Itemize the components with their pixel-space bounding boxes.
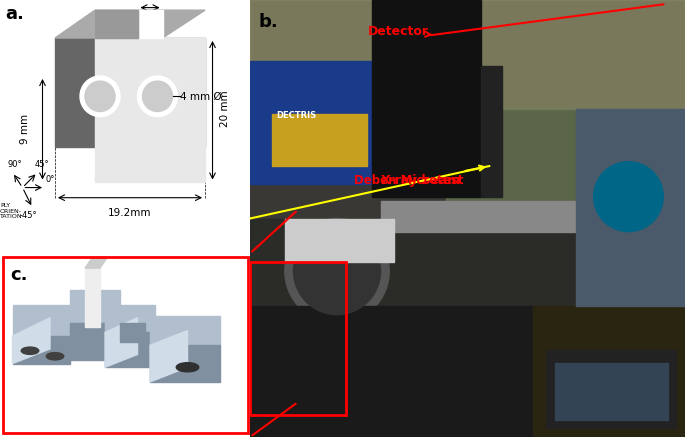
Bar — [576, 109, 685, 306]
Text: 19.2mm: 19.2mm — [108, 208, 152, 218]
Polygon shape — [12, 318, 50, 364]
Bar — [85, 268, 100, 327]
Polygon shape — [150, 330, 188, 382]
Bar — [372, 0, 481, 197]
Polygon shape — [55, 38, 205, 147]
Text: 20 mm: 20 mm — [220, 90, 230, 127]
Text: 90°: 90° — [8, 160, 22, 169]
Polygon shape — [95, 38, 205, 183]
Bar — [481, 66, 502, 197]
Bar — [250, 61, 389, 184]
Circle shape — [293, 227, 381, 315]
Bar — [250, 109, 446, 218]
Polygon shape — [150, 316, 220, 345]
Bar — [272, 114, 367, 166]
Polygon shape — [150, 345, 220, 382]
Polygon shape — [95, 10, 138, 38]
Polygon shape — [105, 305, 155, 333]
Text: PLY
ORIEN-
TATION: PLY ORIEN- TATION — [0, 203, 23, 219]
Text: c.: c. — [10, 266, 27, 284]
Bar — [381, 201, 576, 232]
Polygon shape — [70, 323, 120, 360]
Polygon shape — [120, 323, 145, 342]
Circle shape — [594, 162, 663, 232]
Polygon shape — [105, 318, 138, 367]
Bar — [533, 306, 685, 437]
Text: DECTRIS: DECTRIS — [276, 111, 316, 120]
Text: a.: a. — [5, 5, 24, 23]
Circle shape — [85, 81, 115, 111]
Bar — [446, 109, 685, 218]
Circle shape — [138, 76, 177, 117]
Ellipse shape — [176, 363, 199, 372]
Text: 0°: 0° — [45, 176, 54, 184]
Text: 45°: 45° — [35, 160, 49, 169]
Bar — [285, 218, 394, 262]
Text: -45°: -45° — [20, 211, 38, 220]
Circle shape — [285, 218, 389, 323]
Circle shape — [142, 81, 173, 111]
Text: Deben Microtest: Deben Microtest — [354, 173, 464, 187]
Bar — [250, 306, 533, 437]
Ellipse shape — [21, 347, 39, 354]
Text: 4 mm Ø: 4 mm Ø — [180, 91, 222, 101]
Bar — [250, 0, 685, 109]
Ellipse shape — [47, 353, 64, 360]
Circle shape — [80, 76, 120, 117]
Text: X-ray beam: X-ray beam — [381, 166, 484, 187]
Polygon shape — [12, 336, 70, 364]
Polygon shape — [138, 10, 162, 38]
Polygon shape — [95, 10, 138, 38]
Polygon shape — [12, 305, 70, 336]
Polygon shape — [55, 10, 205, 38]
Polygon shape — [105, 333, 155, 367]
Polygon shape — [85, 257, 108, 268]
Bar — [250, 262, 346, 415]
Text: Detector: Detector — [367, 25, 432, 38]
Text: b.: b. — [259, 13, 279, 31]
Bar — [546, 350, 676, 428]
Bar — [555, 363, 668, 420]
Bar — [250, 218, 685, 437]
Text: 9 mm: 9 mm — [20, 114, 30, 144]
Polygon shape — [70, 290, 120, 323]
